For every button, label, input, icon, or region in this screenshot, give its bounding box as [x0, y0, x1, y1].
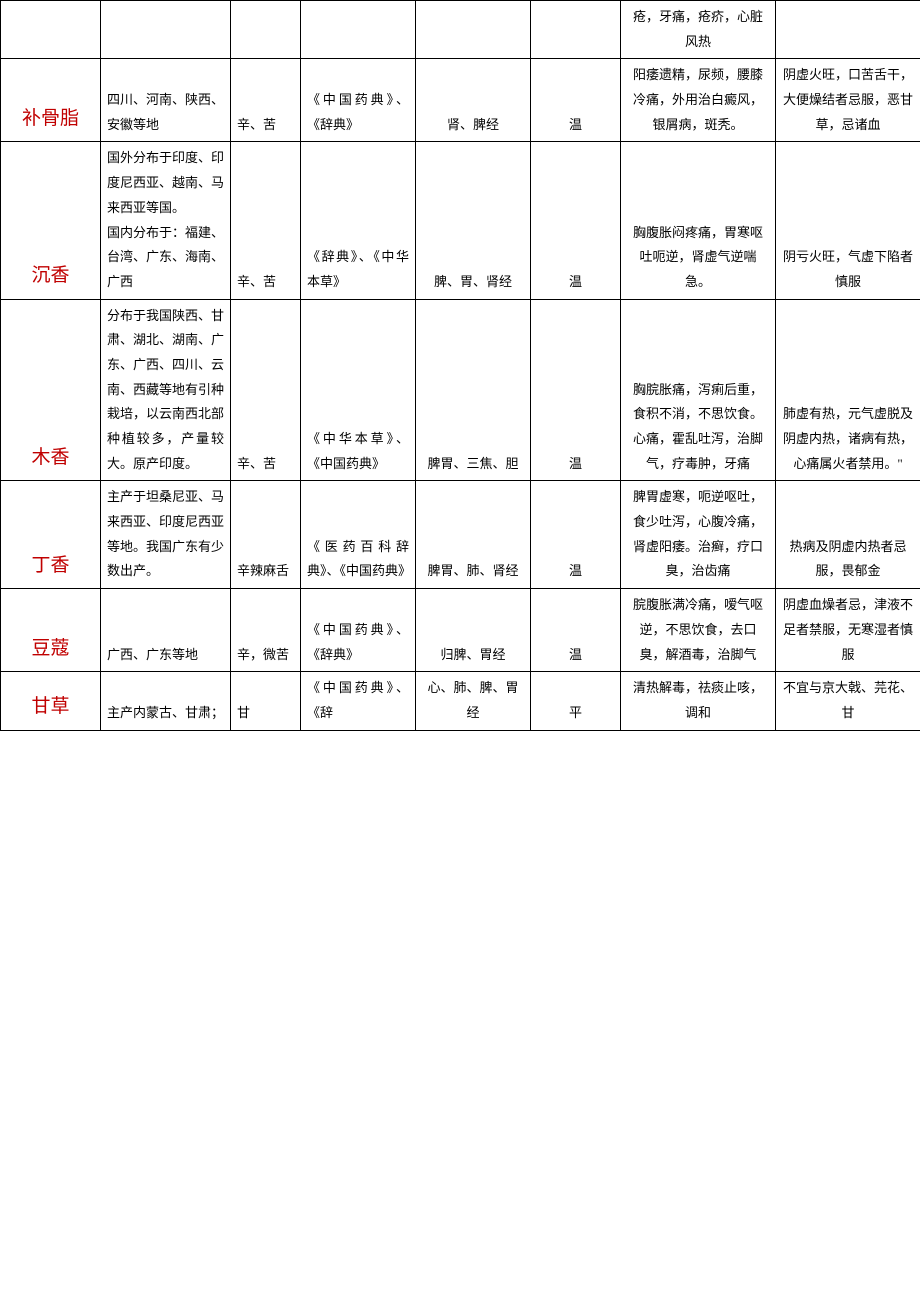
herb-name-cell: 补骨脂	[1, 59, 101, 142]
herb-name-cell: 沉香	[1, 142, 101, 299]
meridian-cell: 肾、脾经	[416, 59, 531, 142]
source-cell: 《中国药典》、《辞典》	[301, 589, 416, 672]
origin-cell: 主产于坦桑尼亚、马来西亚、印度尼西亚等地。我国广东有少数出产。	[101, 481, 231, 589]
origin-cell: 分布于我国陕西、甘肃、湖北、湖南、广东、广西、四川、云南、西藏等地有引种栽培，以…	[101, 299, 231, 481]
meridian-cell: 脾、胃、肾经	[416, 142, 531, 299]
meridian-cell: 心、肺、脾、胃经	[416, 672, 531, 730]
meridian-cell: 脾胃、肺、肾经	[416, 481, 531, 589]
taste-cell: 辛、苦	[231, 59, 301, 142]
caution-cell: 热病及阴虚内热者忌服，畏郁金	[776, 481, 920, 589]
herb-name-cell	[1, 1, 101, 59]
caution-cell: 肺虚有热，元气虚脱及阴虚内热，诸病有热，心痛属火者禁用。"	[776, 299, 920, 481]
origin-cell: 广西、广东等地	[101, 589, 231, 672]
taste-cell: 辛、苦	[231, 142, 301, 299]
herb-table: 疮，牙痛，疮疥，心脏风热补骨脂四川、河南、陕西、安徽等地辛、苦《中国药典》、《辞…	[0, 0, 920, 731]
herb-name-cell: 豆蔻	[1, 589, 101, 672]
property-cell: 温	[531, 142, 621, 299]
taste-cell: 甘	[231, 672, 301, 730]
origin-cell: 四川、河南、陕西、安徽等地	[101, 59, 231, 142]
meridian-cell: 脾胃、三焦、胆	[416, 299, 531, 481]
table-row: 沉香国外分布于印度、印度尼西亚、越南、马来西亚等国。国内分布于：福建、台湾、广东…	[1, 142, 920, 299]
origin-cell: 国外分布于印度、印度尼西亚、越南、马来西亚等国。国内分布于：福建、台湾、广东、海…	[101, 142, 231, 299]
caution-cell: 阴虚血燥者忌，津液不足者禁服，无寒湿者慎服	[776, 589, 920, 672]
herb-name-cell: 木香	[1, 299, 101, 481]
source-cell: 《中国药典》、《辞典》	[301, 59, 416, 142]
table-row: 补骨脂四川、河南、陕西、安徽等地辛、苦《中国药典》、《辞典》肾、脾经温阳痿遗精，…	[1, 59, 920, 142]
caution-cell: 阴亏火旺，气虚下陷者慎服	[776, 142, 920, 299]
function-cell: 阳痿遗精，尿频，腰膝冷痛，外用治白癜风，银屑病，斑秃。	[621, 59, 776, 142]
property-cell: 温	[531, 59, 621, 142]
function-cell: 胸腹胀闷疼痛，胃寒呕吐呃逆，肾虚气逆喘急。	[621, 142, 776, 299]
function-cell: 胸脘胀痛，泻痢后重，食积不消，不思饮食。心痛，霍乱吐泻，治脚气，疗毒肿，牙痛	[621, 299, 776, 481]
taste-cell	[231, 1, 301, 59]
source-cell: 《中华本草》、《中国药典》	[301, 299, 416, 481]
function-cell: 脾胃虚寒，呃逆呕吐，食少吐泻，心腹冷痛，肾虚阳痿。治癣，疗口臭，治齿痛	[621, 481, 776, 589]
taste-cell: 辛，微苦	[231, 589, 301, 672]
property-cell	[531, 1, 621, 59]
property-cell: 温	[531, 299, 621, 481]
origin-cell: 主产内蒙古、甘肃；	[101, 672, 231, 730]
source-cell	[301, 1, 416, 59]
herb-name-cell: 甘草	[1, 672, 101, 730]
source-cell: 《辞典》、《中华本草》	[301, 142, 416, 299]
property-cell: 平	[531, 672, 621, 730]
herb-name-cell: 丁香	[1, 481, 101, 589]
table-row: 疮，牙痛，疮疥，心脏风热	[1, 1, 920, 59]
property-cell: 温	[531, 589, 621, 672]
taste-cell: 辛、苦	[231, 299, 301, 481]
table-row: 木香分布于我国陕西、甘肃、湖北、湖南、广东、广西、四川、云南、西藏等地有引种栽培…	[1, 299, 920, 481]
table-row: 丁香主产于坦桑尼亚、马来西亚、印度尼西亚等地。我国广东有少数出产。辛辣麻舌《医药…	[1, 481, 920, 589]
caution-cell	[776, 1, 920, 59]
function-cell: 脘腹胀满冷痛，嗳气呕逆，不思饮食，去口臭，解酒毒，治脚气	[621, 589, 776, 672]
function-cell: 疮，牙痛，疮疥，心脏风热	[621, 1, 776, 59]
taste-cell: 辛辣麻舌	[231, 481, 301, 589]
origin-cell	[101, 1, 231, 59]
table-row: 豆蔻广西、广东等地辛，微苦《中国药典》、《辞典》归脾、胃经温脘腹胀满冷痛，嗳气呕…	[1, 589, 920, 672]
caution-cell: 不宜与京大戟、芫花、甘	[776, 672, 920, 730]
meridian-cell	[416, 1, 531, 59]
caution-cell: 阴虚火旺，口苦舌干，大便燥结者忌服，恶甘草，忌诸血	[776, 59, 920, 142]
function-cell: 清热解毒，祛痰止咳，调和	[621, 672, 776, 730]
table-row: 甘草主产内蒙古、甘肃；甘《中国药典》、《辞心、肺、脾、胃经平清热解毒，祛痰止咳，…	[1, 672, 920, 730]
source-cell: 《中国药典》、《辞	[301, 672, 416, 730]
property-cell: 温	[531, 481, 621, 589]
meridian-cell: 归脾、胃经	[416, 589, 531, 672]
source-cell: 《医药百科辞典》、《中国药典》	[301, 481, 416, 589]
